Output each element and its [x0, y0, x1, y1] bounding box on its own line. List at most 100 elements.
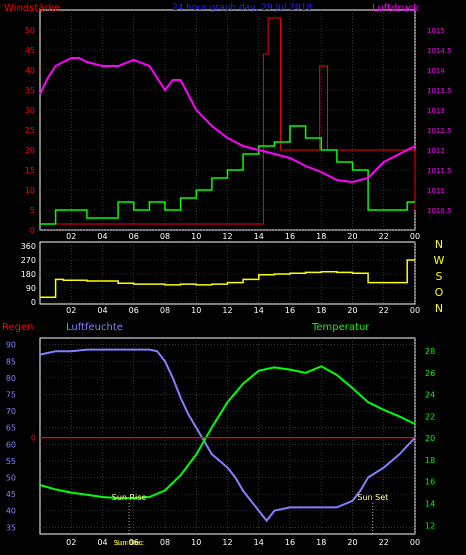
- wind-tick-label: 5: [30, 206, 35, 215]
- wind-tick-label: 25: [25, 126, 35, 135]
- wind-direction-ticks: 0 90 180 270 360 02 04 06 08 10 12 14 16 18 20 22 00: [21, 242, 420, 315]
- humidity-tick-label: 60: [6, 440, 16, 449]
- x-tick-label: 12: [222, 232, 232, 241]
- wind-pressure-marks: [39, 17, 416, 225]
- pressure-tick-label: 1014: [427, 67, 445, 75]
- compass-letter: S: [436, 270, 443, 283]
- wind-tick-label: 40: [25, 66, 35, 75]
- wind-tick-label: 15: [25, 166, 35, 175]
- pressure-tick-label: 1012: [427, 147, 445, 155]
- direction-tick-label: 90: [26, 284, 36, 293]
- wind-direction-marks: [40, 259, 415, 299]
- wind-axis-label: Windstärke: [4, 3, 60, 14]
- rht-ticks: 35 40 45 50 55 60 65 70 75 80 85 90 12 14 16 18 20 22 24 26…: [6, 341, 435, 547]
- x-tick-label: 00: [410, 306, 420, 315]
- direction-tick-label: 360: [21, 242, 36, 251]
- direction-tick-label: 0: [31, 298, 36, 307]
- x-tick-label: 08: [160, 232, 170, 241]
- wind-tick-label: 45: [25, 46, 35, 55]
- x-tick-label: 06: [129, 306, 139, 315]
- humidity-tick-label: 50: [6, 474, 16, 483]
- temperature-tick-label: 22: [425, 412, 435, 421]
- x-tick-label: 08: [160, 306, 170, 315]
- temperature-tick-label: 24: [425, 391, 435, 400]
- humidity-tick-label: 40: [6, 507, 16, 516]
- compass-letter: W: [434, 254, 445, 267]
- humidity-tick-label: 55: [6, 457, 16, 466]
- x-tick-label: 04: [97, 232, 107, 241]
- direction-tick-label: 270: [21, 256, 36, 265]
- wind-pressure-ticks: 051015202530354045501010.510111011.51012…: [25, 26, 452, 241]
- x-tick-label: 16: [285, 538, 295, 547]
- temperature-tick-label: 16: [425, 478, 435, 487]
- x-tick-label: 22: [379, 306, 389, 315]
- temperature-tick-label: 18: [425, 456, 435, 465]
- pressure-tick-label: 1012.5: [427, 127, 452, 135]
- humidity-series-line: [39, 348, 416, 523]
- wind-tick-label: 50: [25, 26, 35, 35]
- rht-grid: [40, 338, 416, 534]
- humidity-tick-label: 85: [6, 357, 16, 366]
- x-tick-label: 00: [410, 538, 420, 547]
- sun-dec-label: Sun Dec: [115, 539, 144, 547]
- rain-tick-label: 0: [31, 434, 36, 443]
- pressure-tick-label: 1015: [427, 27, 445, 35]
- x-tick-label: 18: [316, 232, 326, 241]
- wind-series-line: [40, 125, 415, 225]
- x-tick-label: 20: [347, 306, 357, 315]
- compass-letter: N: [435, 238, 443, 251]
- pressure-tick-label: 1013.5: [427, 87, 452, 95]
- x-tick-label: 08: [160, 538, 170, 547]
- compass-letter: O: [435, 286, 444, 299]
- compass-letter: N: [435, 302, 443, 315]
- x-tick-label: 14: [254, 538, 264, 547]
- wind-tick-label: 0: [30, 226, 35, 235]
- pressure-tick-label: 1013: [427, 107, 445, 115]
- temperature-series-line: [39, 365, 416, 500]
- x-tick-label: 06: [129, 538, 139, 547]
- direction-series-line: [40, 259, 415, 299]
- x-tick-label: 16: [285, 306, 295, 315]
- temperature-tick-label: 12: [425, 521, 435, 530]
- humidity-tick-label: 75: [6, 390, 16, 399]
- humidity-tick-label: 70: [6, 407, 16, 416]
- x-tick-label: 14: [254, 232, 264, 241]
- pressure-tick-label: 1011.5: [427, 167, 452, 175]
- chart-title: 24 hour graph day, 29 Jul 2018: [172, 3, 312, 13]
- wind-tick-label: 20: [25, 146, 35, 155]
- x-tick-label: 10: [191, 306, 201, 315]
- x-tick-label: 04: [97, 538, 107, 547]
- direction-tick-label: 180: [21, 270, 36, 279]
- x-tick-label: 10: [191, 232, 201, 241]
- pressure-tick-label: 1014.5: [427, 47, 452, 55]
- humidity-axis-label: Luftfeuchte: [66, 322, 123, 333]
- pressure-axis-label: Luftdruck: [372, 3, 419, 14]
- x-tick-label: 00: [410, 232, 420, 241]
- wind-tick-label: 30: [25, 106, 35, 115]
- x-tick-label: 22: [379, 232, 389, 241]
- x-tick-label: 20: [347, 232, 357, 241]
- humidity-tick-label: 80: [6, 374, 16, 383]
- humidity-tick-label: 90: [6, 341, 16, 350]
- temperature-tick-label: 14: [425, 500, 435, 509]
- wind-pressure-chart: 051015202530354045501010.510111011.51012…: [4, 3, 452, 241]
- x-tick-label: 16: [285, 232, 295, 241]
- sun-dec-label: Sun Dec: [113, 539, 142, 547]
- pressure-series-line: [39, 57, 416, 184]
- x-tick-label: 22: [379, 538, 389, 547]
- sun-annotation: Sun Rise: [112, 493, 147, 502]
- humidity-tick-label: 45: [6, 490, 16, 499]
- x-tick-label: 14: [254, 306, 264, 315]
- temperature-tick-label: 28: [425, 347, 435, 356]
- temperature-axis-label: Temperatur: [311, 322, 370, 333]
- x-tick-label: 18: [316, 306, 326, 315]
- pressure-tick-label: 1010.5: [427, 207, 452, 215]
- humidity-tick-label: 35: [6, 523, 16, 532]
- x-tick-label: 12: [222, 538, 232, 547]
- wind-tick-label: 35: [25, 86, 35, 95]
